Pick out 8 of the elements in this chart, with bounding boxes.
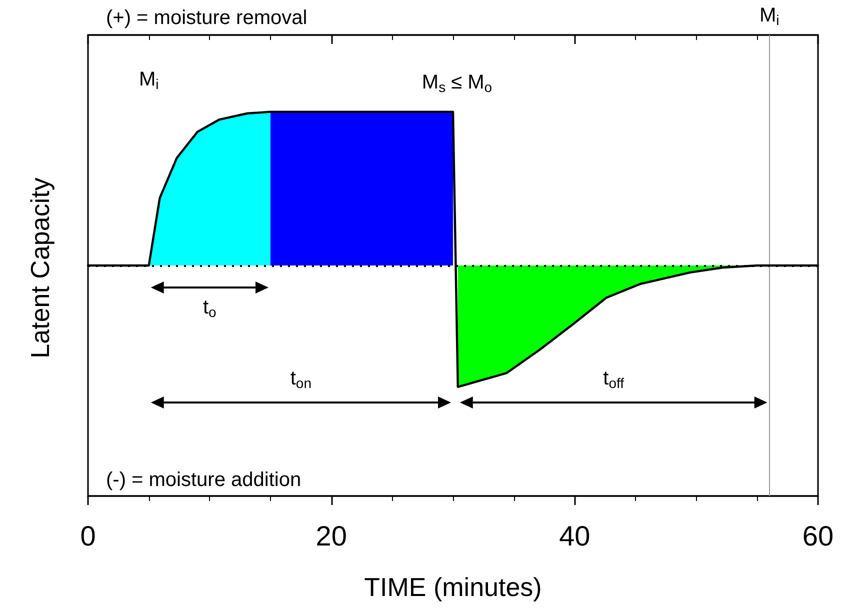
x-tick-label: 40 bbox=[559, 520, 590, 552]
text: (-) = moisture addition bbox=[106, 469, 302, 491]
x-tick-label: 20 bbox=[316, 520, 347, 552]
y-axis-title: Latent Capacity bbox=[25, 178, 55, 358]
text: (+) = moisture removal bbox=[106, 7, 308, 29]
x-tick-label: 60 bbox=[802, 520, 834, 552]
x-axis-title: TIME (minutes) bbox=[364, 572, 542, 602]
x-tick-label: 0 bbox=[80, 520, 96, 552]
